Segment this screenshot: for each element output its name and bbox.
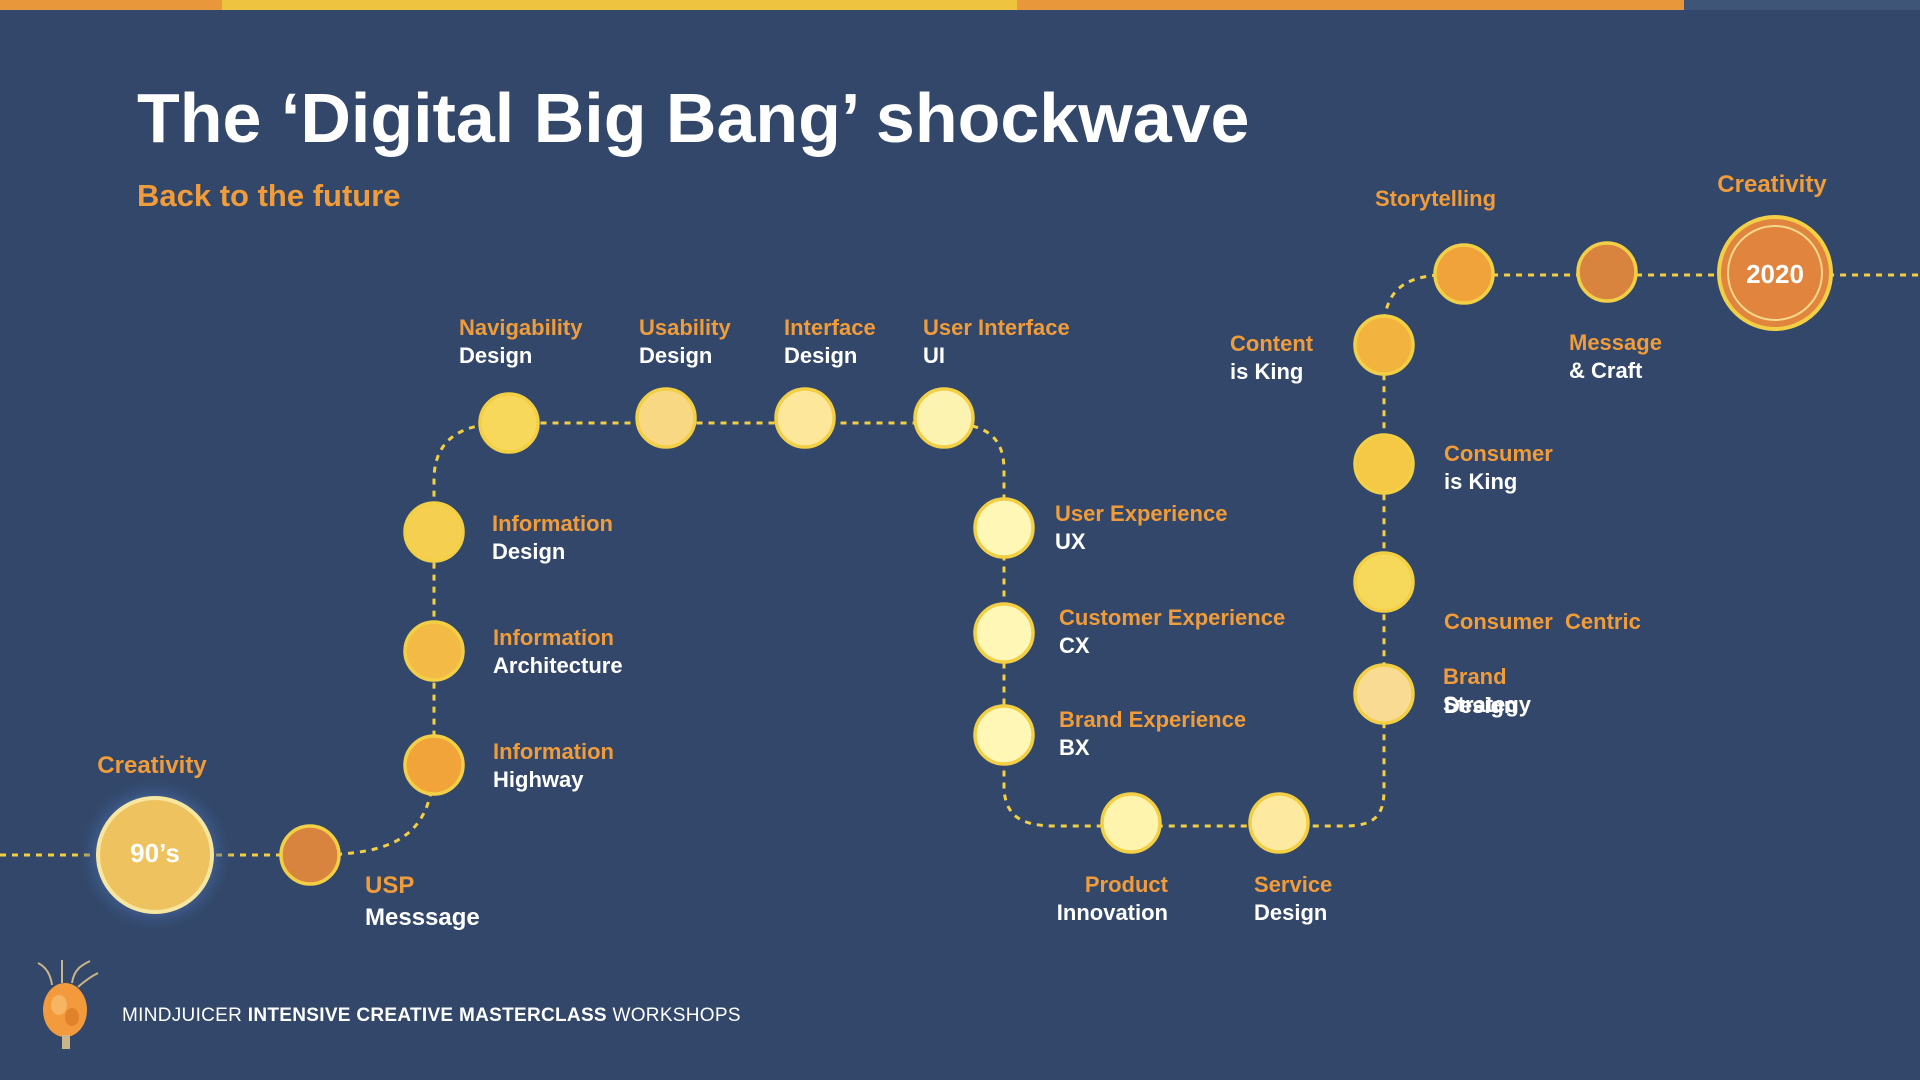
milestone-node-storytelling — [1433, 243, 1495, 305]
label-title: Message — [1569, 330, 1662, 355]
milestone-node-consumer-centric — [1353, 551, 1415, 613]
start-node — [96, 796, 214, 914]
label-subtitle: Design — [1254, 900, 1328, 925]
label-title: Interface — [784, 315, 876, 340]
label-ux: User Experience UX — [1055, 500, 1227, 556]
footer-brand: MINDJUICER — [122, 1005, 243, 1026]
milestone-node-interface — [774, 387, 836, 449]
milestone-node-ux — [973, 497, 1035, 559]
label-info-highway: Information Highway — [493, 738, 614, 794]
label-title: Content — [1230, 331, 1314, 356]
milestone-node-brand-strategy — [1353, 663, 1415, 725]
page-title: The ‘Digital Big Bang’ shockwave — [137, 79, 1250, 157]
top-bar-segment-4 — [1684, 0, 1920, 10]
label-bx: Brand Experience BX — [1059, 706, 1246, 762]
milestone-node-info-highway — [403, 734, 465, 796]
label-interface: Interface Design — [784, 314, 876, 370]
label-subtitle: Design — [639, 343, 713, 368]
label-usability: Usability Design — [639, 314, 731, 370]
label-subtitle: Design — [784, 343, 858, 368]
label-title: Information — [493, 625, 614, 650]
footer-tail: WORKSHOPS — [612, 1005, 741, 1026]
start-caption: Creativity — [97, 752, 207, 779]
label-title: Information — [493, 739, 614, 764]
label-title: Navigability — [459, 315, 583, 340]
label-title: Customer Experience — [1059, 605, 1286, 630]
label-title: Service — [1254, 872, 1333, 897]
label-title: Consumer Centric — [1444, 609, 1641, 634]
milestone-node-info-arch — [403, 620, 465, 682]
label-content-king: Content is King — [1230, 330, 1313, 386]
milestone-node-navigability — [478, 392, 540, 454]
end-caption: Creativity — [1717, 171, 1827, 198]
label-title: Information — [492, 511, 613, 536]
label-subtitle: Design — [492, 539, 566, 564]
footer-tagline: MINDJUICER INTENSIVE CREATIVE MASTERCLAS… — [122, 1005, 741, 1027]
milestone-node-consumer-king — [1353, 433, 1415, 495]
end-node-inner-ring — [1727, 225, 1823, 321]
label-info-design: Information Design — [492, 510, 613, 566]
label-product: Product Innovation — [1040, 871, 1168, 927]
label-service: Service Design — [1254, 871, 1332, 927]
milestone-node-product — [1100, 792, 1162, 854]
label-title: Usability — [639, 315, 731, 340]
end-node-label: 2020 — [1746, 259, 1804, 289]
milestone-node-service — [1248, 792, 1310, 854]
top-bar-segment-3 — [1017, 0, 1684, 10]
label-title: Brand — [1443, 664, 1507, 689]
label-subtitle: UX — [1055, 529, 1086, 554]
label-info-architecture: Information Architecture — [493, 624, 623, 680]
label-usp: USP Messsage — [365, 870, 480, 934]
label-brand-strategy: Brand Strategy — [1443, 663, 1531, 719]
milestone-node-usability — [635, 387, 697, 449]
label-subtitle: & Craft — [1569, 358, 1643, 383]
label-subtitle: CX — [1059, 633, 1090, 658]
label-subtitle: is King — [1444, 469, 1518, 494]
milestone-node-content-king — [1353, 314, 1415, 376]
top-bar-segment-2 — [222, 0, 1017, 10]
footer-strong: INTENSIVE CREATIVE MASTERCLASS — [247, 1005, 607, 1026]
label-message-craft: Message & Craft — [1569, 329, 1662, 385]
label-subtitle: Strategy — [1443, 692, 1532, 717]
milestone-node-bx — [973, 704, 1035, 766]
start-node-label: 90’s — [130, 838, 180, 868]
label-storytelling: Storytelling — [1375, 186, 1497, 211]
label-consumer-king: Consumer is King — [1444, 440, 1553, 496]
top-bar-segment-1 — [0, 0, 222, 10]
label-title: USP — [365, 872, 415, 899]
label-subtitle: Highway — [493, 767, 584, 792]
milestone-node-message-craft — [1576, 241, 1638, 303]
label-title: Brand Experience — [1059, 707, 1247, 732]
label-subtitle: BX — [1059, 735, 1090, 760]
label-subtitle: Messsage — [365, 904, 480, 931]
label-subtitle: Architecture — [493, 653, 623, 678]
label-subtitle: Design — [459, 343, 533, 368]
mindjuicer-logo-icon — [37, 960, 99, 1049]
label-navigability: Navigability Design — [459, 314, 582, 370]
label-title: Consumer — [1444, 441, 1553, 466]
label-cx: Customer Experience CX — [1059, 604, 1285, 660]
milestone-node-info-design — [403, 501, 465, 563]
label-subtitle: Design — [1444, 693, 1518, 718]
milestone-nodes — [75, 215, 1833, 935]
milestone-node-usp — [279, 824, 341, 886]
label-subtitle: is King — [1230, 359, 1304, 384]
label-subtitle: Innovation — [1056, 900, 1168, 925]
milestone-node-ui — [913, 387, 975, 449]
label-title: User Experience — [1055, 501, 1228, 526]
milestone-node-cx — [973, 602, 1035, 664]
page-subtitle: Back to the future — [137, 178, 401, 213]
label-consumer-centric: Consumer Centric Design — [1444, 552, 1641, 748]
label-ui: User Interface UI — [923, 314, 1070, 370]
label-title: Product — [1084, 872, 1168, 897]
label-subtitle: UI — [923, 343, 945, 368]
label-title: User Interface — [923, 315, 1070, 340]
end-node — [1717, 215, 1833, 331]
timeline-path — [0, 273, 1920, 857]
